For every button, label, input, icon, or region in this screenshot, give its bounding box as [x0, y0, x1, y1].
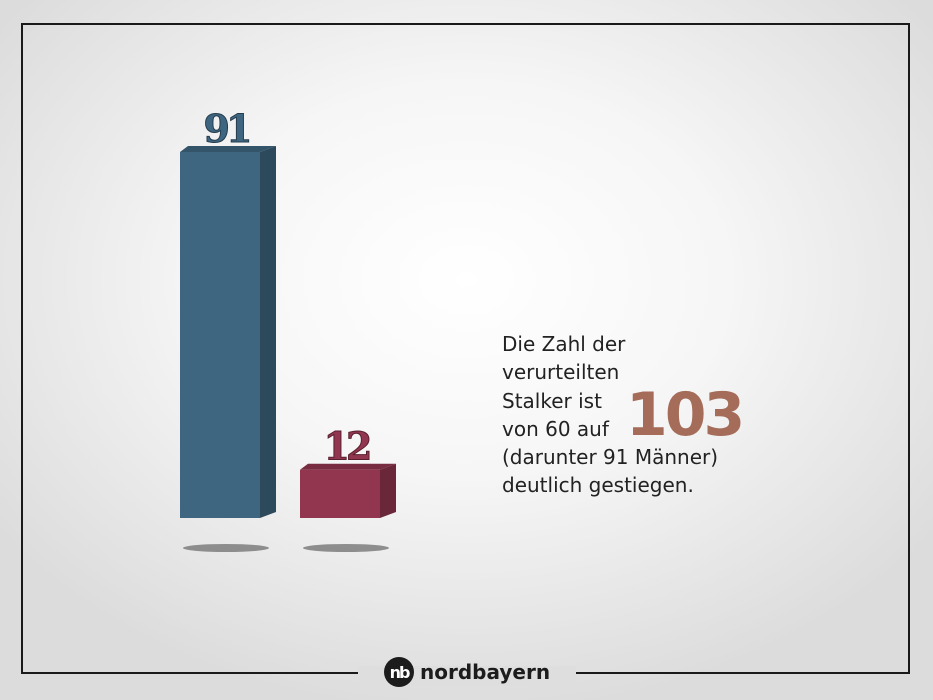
bar-side	[260, 146, 276, 518]
annotation-line: (darunter 91 Männer)	[502, 445, 719, 470]
annotation-line: verurteilten	[502, 360, 620, 385]
bar	[300, 469, 380, 518]
nordbayern-logo-icon: nb	[384, 657, 414, 687]
bar-top	[300, 463, 396, 470]
bar-value-label: 12	[324, 424, 370, 469]
annotation-text: Die Zahl der verurteilten Stalker ist vo…	[502, 330, 802, 500]
annotation-line: Stalker ist	[502, 388, 602, 413]
brand-name: nordbayern	[420, 660, 551, 684]
bar	[180, 152, 260, 518]
bar-side	[380, 463, 396, 518]
highlight-number: 103	[626, 380, 745, 450]
brand-footer: nb nordbayern	[384, 655, 550, 689]
annotation-line: Die Zahl der	[502, 332, 626, 356]
annotation-line: von 60 auf	[502, 416, 609, 441]
bar-shadow	[183, 544, 269, 552]
bar-top	[180, 146, 276, 152]
bar-value-label: 91	[204, 106, 249, 151]
bar-shadow	[303, 544, 389, 552]
annotation-line: deutlich gestiegen.	[502, 473, 694, 498]
